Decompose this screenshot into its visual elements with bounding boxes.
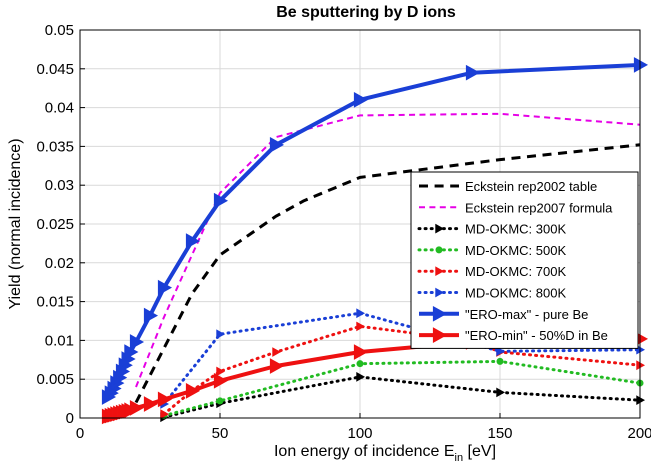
legend-item: MD-OKMC: 500K bbox=[417, 243, 566, 258]
legend-item: MD-OKMC: 700K bbox=[417, 264, 566, 279]
data-point bbox=[216, 366, 226, 377]
legend-label: "ERO-max" - pure Be bbox=[465, 307, 588, 322]
data-point bbox=[633, 57, 649, 73]
series-line bbox=[162, 359, 642, 418]
data-point bbox=[129, 334, 145, 350]
x-tick-label: 50 bbox=[212, 425, 229, 442]
legend-label: MD-OKMC: 700K bbox=[465, 264, 566, 279]
legend-label: "ERO-min" - 50%D in Be bbox=[465, 328, 608, 343]
data-point bbox=[157, 279, 173, 296]
y-tick-label: 0.045 bbox=[36, 61, 74, 78]
y-tick-label: 0.015 bbox=[36, 294, 74, 311]
y-tick-labels: 0 0.005 0.01 0.015 0.02 0.025 0.03 0.035 0.04 0.0… bbox=[36, 22, 85, 427]
y-tick-label: 0.035 bbox=[36, 138, 74, 155]
data-point bbox=[185, 382, 201, 399]
data-point bbox=[356, 360, 364, 368]
legend-item: MD-OKMC: 800K bbox=[417, 286, 566, 301]
data-point bbox=[269, 136, 285, 153]
y-tick-label: 0.05 bbox=[45, 22, 74, 39]
y-tick-label: 0.02 bbox=[45, 255, 74, 272]
data-point bbox=[185, 233, 201, 249]
data-point bbox=[216, 397, 224, 405]
y-axis-label: Yield (normal incidence) bbox=[7, 138, 24, 309]
y-tick-label: 0.04 bbox=[45, 100, 74, 117]
legend-marker bbox=[432, 305, 448, 322]
legend-item: Eckstein rep2007 formula bbox=[419, 200, 613, 215]
legend-item: "ERO-max" - pure Be bbox=[419, 305, 588, 322]
data-point bbox=[356, 308, 366, 319]
data-point bbox=[213, 372, 229, 389]
data-point bbox=[356, 321, 366, 332]
legend-item: Eckstein rep2002 table bbox=[419, 179, 597, 194]
data-point bbox=[216, 329, 226, 340]
series-line bbox=[134, 143, 641, 404]
x-axis-label: Ion energy of incidence Ein [eV] bbox=[274, 443, 496, 464]
y-tick-label: 0 bbox=[66, 410, 74, 427]
x-tick-labels: 0 50 100 150 200 bbox=[76, 413, 651, 442]
data-point bbox=[272, 347, 282, 357]
series-1 bbox=[135, 112, 641, 388]
legend-label: MD-OKMC: 500K bbox=[465, 243, 566, 258]
legend-item: MD-OKMC: 300K bbox=[417, 222, 566, 237]
legend-marker bbox=[435, 246, 443, 254]
data-point bbox=[353, 344, 369, 360]
legend-label: Eckstein rep2007 formula bbox=[465, 200, 613, 215]
x-tick-label: 0 bbox=[76, 425, 84, 442]
series-6 bbox=[101, 57, 649, 405]
data-point bbox=[353, 91, 369, 108]
legend-label: MD-OKMC: 300K bbox=[465, 222, 566, 237]
x-tick-label: 200 bbox=[627, 425, 651, 442]
chart-title: Be sputtering by D ions bbox=[276, 4, 456, 21]
x-tick-label: 100 bbox=[347, 425, 372, 442]
legend-marker bbox=[435, 223, 445, 234]
data-point bbox=[496, 387, 506, 398]
legend-label: MD-OKMC: 800K bbox=[465, 286, 566, 301]
data-point bbox=[129, 400, 145, 416]
y-tick-label: 0.025 bbox=[36, 216, 74, 233]
legend-marker bbox=[435, 287, 445, 298]
data-point bbox=[213, 192, 229, 209]
data-point bbox=[496, 346, 506, 357]
y-tick-label: 0.03 bbox=[45, 177, 74, 194]
legend-item: "ERO-min" - 50%D in Be bbox=[419, 327, 608, 343]
data-point bbox=[356, 372, 366, 382]
legend-box bbox=[410, 171, 639, 349]
data-point bbox=[269, 358, 285, 374]
x-tick-label: 150 bbox=[487, 425, 512, 442]
series-line bbox=[135, 112, 641, 388]
data-point bbox=[465, 64, 481, 81]
data-point bbox=[157, 391, 173, 408]
legend-label: Eckstein rep2002 table bbox=[465, 179, 597, 194]
y-tick-label: 0.01 bbox=[45, 332, 74, 349]
legend-marker bbox=[435, 266, 445, 277]
data-point bbox=[496, 357, 504, 365]
data-point bbox=[143, 396, 159, 412]
series-0 bbox=[134, 143, 641, 404]
legend: Eckstein rep2002 table Eckstein rep2007 f… bbox=[410, 171, 639, 349]
data-point bbox=[160, 409, 170, 419]
legend-marker bbox=[432, 327, 448, 343]
data-point bbox=[143, 307, 159, 324]
y-tick-label: 0.005 bbox=[36, 371, 74, 388]
